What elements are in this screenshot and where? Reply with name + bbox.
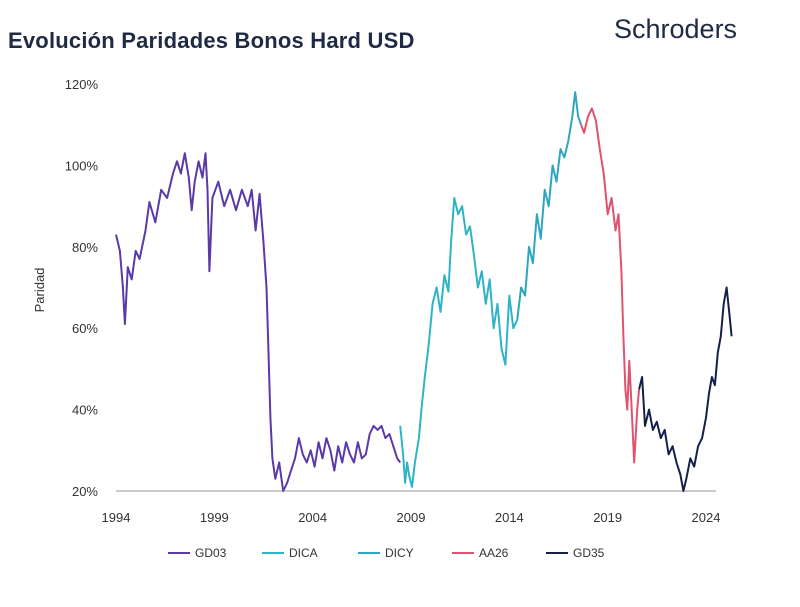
series-line-gd35 — [638, 286, 733, 492]
legend-label: DICA — [289, 546, 318, 560]
series-line-aa26 — [580, 107, 641, 464]
y-tick-label: 80% — [72, 240, 98, 255]
y-tick-label: 120% — [65, 77, 99, 92]
chart-axes: 1994 1999 2004 2009 2014 2019 2024 20% 40% 60% 80%… — [32, 77, 720, 525]
y-axis-label: Paridad — [32, 268, 47, 313]
x-tick-label: 2009 — [397, 510, 426, 525]
legend-swatch — [452, 552, 474, 554]
legend-swatch — [358, 552, 380, 554]
chart-title: Evolución Paridades Bonos Hard USD — [8, 28, 415, 53]
x-tick-label: 2019 — [593, 510, 622, 525]
legend-label: DICY — [385, 546, 414, 560]
x-tick-label: 1999 — [200, 510, 229, 525]
legend-item-gd35: GD35 — [546, 546, 604, 560]
x-tick-label: 2004 — [298, 510, 327, 525]
legend-item-dicy: DICY — [358, 546, 414, 560]
legend-swatch — [168, 552, 190, 554]
legend-item-gd03: GD03 — [168, 546, 226, 560]
series-line-dica — [399, 197, 519, 488]
x-tick-label: 2024 — [692, 510, 721, 525]
x-tick-label: 1994 — [102, 510, 131, 525]
y-tick-label: 60% — [72, 321, 98, 336]
legend-label: GD35 — [573, 546, 605, 560]
legend-item-dica: DICA — [262, 546, 318, 560]
legend-swatch — [546, 552, 568, 554]
brand-logo: Schroders — [614, 14, 738, 44]
y-tick-label: 40% — [72, 403, 98, 418]
legend-item-aa26: AA26 — [452, 546, 508, 560]
y-tick-label: 20% — [72, 484, 98, 499]
chart-series — [115, 91, 733, 492]
legend-label: GD03 — [195, 546, 227, 560]
x-tick-label: 2014 — [495, 510, 524, 525]
y-tick-label: 100% — [65, 158, 99, 173]
series-line-gd03 — [115, 152, 402, 492]
legend-swatch — [262, 552, 284, 554]
series-line-dicy — [516, 91, 583, 321]
legend-label: AA26 — [479, 546, 509, 560]
